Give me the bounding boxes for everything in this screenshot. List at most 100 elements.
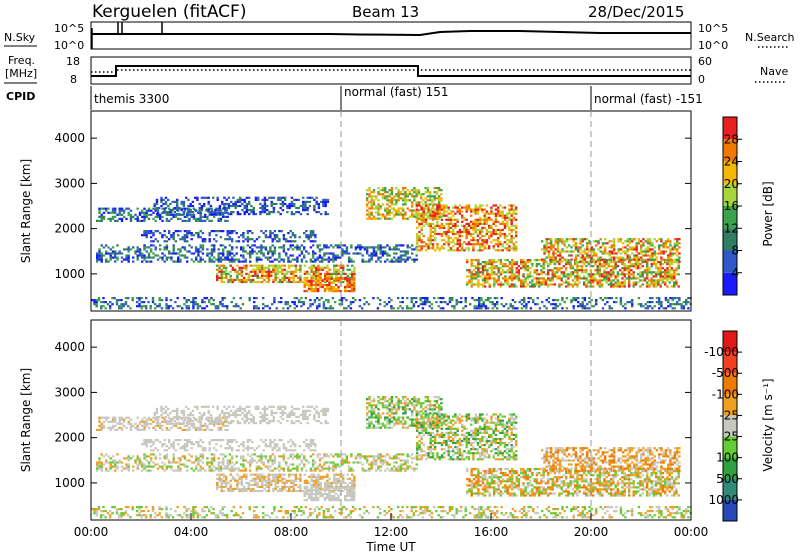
echo-cell [368,189,371,192]
echo-cell [100,469,103,472]
echo-cell [461,220,464,223]
echo-cell [252,268,255,271]
echo-cell [508,212,511,215]
echo-cell [272,264,275,267]
echo-cell [616,281,620,284]
echo-cell [221,299,224,302]
date-title: 28/Dec/2015 [588,3,684,21]
echo-cell [366,217,369,220]
echo-cell [497,220,500,223]
echo-cell [583,250,587,253]
echo-cell [179,217,182,220]
echo-cell [122,303,125,306]
echo-cell [543,250,546,253]
echo-cell [390,201,394,204]
echo-cell [439,301,443,304]
echo-cell [272,420,276,423]
echo-cell [456,241,459,244]
echo-cell [209,413,213,417]
echo-cell [180,409,183,412]
echo-cell [395,187,398,190]
echo-cell [302,209,305,212]
echo-cell [222,258,225,261]
echo-cell [173,200,177,203]
echo-cell [494,216,498,219]
echo-cell [248,297,251,300]
echo-cell [182,200,186,203]
echo-cell [249,274,253,277]
echo-cell [141,252,144,255]
echo-cell [150,256,153,259]
echo-cell [317,279,320,282]
echo-cell [658,244,661,247]
echo-cell [381,250,385,253]
echo-cell [286,204,289,208]
echo-cell [640,250,643,253]
echo-cell [476,218,480,221]
echo-cell [314,277,318,280]
echo-cell [438,247,441,250]
echo-cell [477,265,480,268]
echo-cell [318,303,321,306]
echo-cell [411,258,414,261]
echo-cell [404,199,407,202]
echo-cell [272,280,275,284]
echo-cell [664,281,667,284]
echo-cell [628,256,632,259]
echo-cell [279,405,282,408]
echo-cell [368,201,371,204]
echo-cell [165,219,169,222]
echo-cell [508,210,511,213]
echo-cell [610,275,613,278]
echo-cell [623,281,626,284]
echo-cell [562,273,566,276]
freq-tick-top: 18 [66,55,80,68]
nave-label: Nave [760,65,788,78]
echo-cell [227,413,231,417]
echo-cell [125,248,128,251]
echo-cell [326,409,330,412]
echo-cell [340,301,344,304]
echo-cell [309,260,313,263]
echo-cell [333,266,336,269]
echo-cell [236,264,239,267]
echo-cell [443,247,446,250]
echo-cell [252,415,255,419]
echo-cell [152,211,155,214]
echo-cell [429,239,432,242]
echo-cell [241,418,244,421]
echo-cell [203,204,206,208]
echo-cell [151,299,155,302]
echo-cell [547,271,550,274]
echo-cell [512,216,516,219]
echo-cell [271,252,274,255]
echo-cell [303,256,306,259]
echo-cell [671,299,674,302]
echo-cell [331,297,335,300]
echo-cell [649,305,652,308]
echo-cell [543,248,546,251]
echo-cell [350,290,354,293]
echo-cell [474,228,477,232]
echo-cell [547,263,550,266]
echo-cell [273,252,277,255]
echo-cell [279,270,282,273]
echo-cell [335,264,338,267]
echo-cell [604,250,607,253]
echo-cell [465,228,468,232]
echo-cell [208,238,211,241]
echo-cell [354,246,358,249]
echo-cell [420,216,423,219]
echo-cell [118,305,121,308]
echo-cell [205,209,208,212]
echo-cell [484,261,487,264]
echo-cell [324,213,327,216]
echo-cell [283,278,286,282]
echo-cell [177,256,180,259]
echo-cell [483,220,486,223]
echo-cell [458,249,462,252]
echo-cell [291,244,295,247]
echo-cell [327,258,331,261]
echo-cell [475,305,479,308]
echo-cell [598,281,602,284]
